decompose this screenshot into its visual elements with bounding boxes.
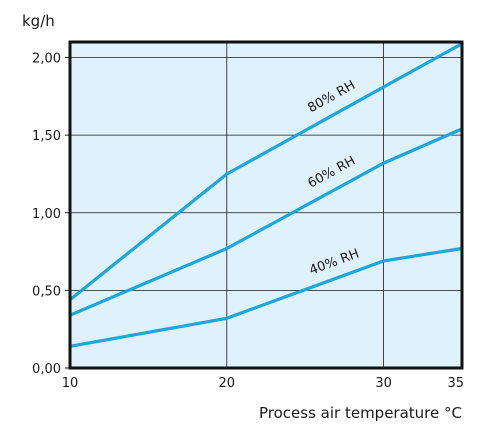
y-tick-label: 0,00 — [32, 362, 61, 377]
x-tick-label: 30 — [375, 376, 392, 391]
x-tick-label: 20 — [219, 376, 236, 391]
y-tick-label: 1,00 — [32, 207, 61, 222]
y-tick-label: 2,00 — [32, 52, 61, 67]
x-axis-ticks: 10 20 30 35 — [62, 376, 464, 391]
x-axis-title: Process air temperature °C — [259, 404, 462, 422]
plot-frame — [68, 40, 464, 370]
y-axis-ticks: 0,00 0,50 1,00 1,50 2,00 — [32, 52, 70, 377]
y-tick-label: 0,50 — [32, 284, 61, 299]
series-lines — [68, 41, 464, 348]
x-tick-label: 10 — [62, 376, 79, 391]
x-tick-label: 35 — [447, 376, 464, 391]
y-tick-label: 1,50 — [32, 129, 61, 144]
y-axis-title: kg/h — [22, 12, 55, 30]
series-line — [68, 246, 464, 348]
plot-area — [70, 42, 462, 368]
grid — [70, 42, 462, 368]
series-line — [68, 127, 464, 317]
series-line — [68, 41, 464, 302]
